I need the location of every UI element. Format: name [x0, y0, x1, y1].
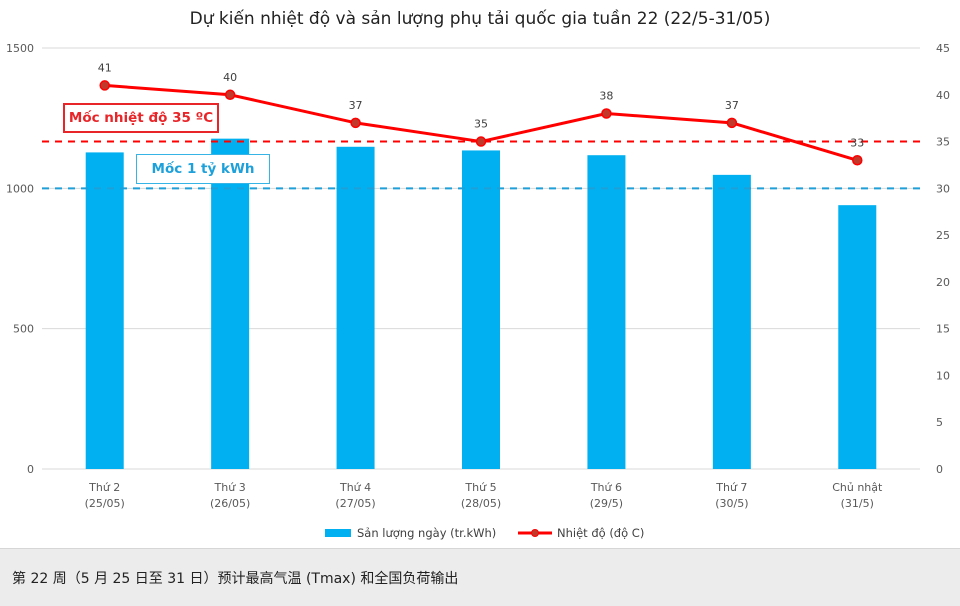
right-axis-tick: 45 [936, 42, 950, 55]
temperature-data-label: 40 [223, 71, 237, 84]
temperature-point [99, 80, 110, 91]
temperature-point [852, 155, 863, 166]
legend: Sản lượng ngày (tr.kWh) Nhiệt độ (độ C) [325, 526, 644, 540]
temperature-data-label: 37 [349, 99, 363, 112]
x-tick-label: Thứ 6 [590, 481, 622, 494]
bar [462, 150, 500, 469]
x-tick-label: Thứ 7 [715, 481, 747, 494]
right-axis-tick: 40 [936, 89, 950, 102]
x-tick-sublabel: (26/05) [210, 497, 250, 510]
temperature-point [224, 89, 236, 101]
bar [85, 152, 124, 469]
axes: 0 500 1000 1500 0 5 10 15 20 25 30 35 40 45 Thứ 2 (25/0… [6, 42, 950, 510]
caption-text: 第 22 周（5 月 25 日至 31 日）预计最高气温 (Tmax) 和全国负… [12, 570, 459, 587]
temperature-point [350, 117, 361, 129]
x-tick-sublabel: (29/5) [590, 497, 623, 510]
right-axis-tick: 15 [936, 323, 950, 336]
x-tick-label: Chủ nhật [832, 481, 883, 494]
legend-bar-label: Sản lượng ngày (tr.kWh) [357, 526, 496, 540]
bar [211, 138, 250, 469]
right-axis-tick: 0 [936, 463, 943, 476]
right-axis-tick: 25 [936, 229, 950, 242]
temperature-data-label: 33 [850, 136, 864, 149]
legend-line-marker [531, 529, 539, 537]
energy-threshold-label: Mốc 1 tỷ kWh [136, 154, 270, 184]
bar [838, 205, 877, 469]
bar [712, 174, 751, 469]
right-axis-tick: 20 [936, 276, 950, 289]
line-series: 41 40 37 35 38 37 33 [98, 61, 864, 166]
chart-title: Dự kiến nhiệt độ và sản lượng phụ tải qu… [190, 8, 771, 29]
temperature-data-label: 41 [98, 61, 112, 74]
temperature-point [601, 108, 612, 119]
temperature-point [475, 136, 487, 147]
right-axis-tick: 5 [936, 416, 943, 429]
temperature-data-label: 37 [725, 99, 739, 112]
reference-lines [42, 140, 920, 190]
temperature-data-label: 38 [599, 89, 613, 102]
x-tick-sublabel: (27/05) [335, 497, 375, 510]
x-tick-label: Thứ 4 [339, 481, 371, 494]
legend-line-label: Nhiệt độ (độ C) [557, 526, 644, 540]
x-tick-sublabel: (31/5) [841, 497, 874, 510]
x-tick-sublabel: (25/05) [85, 497, 125, 510]
left-axis-tick: 1000 [6, 182, 34, 195]
left-axis-tick: 1500 [6, 42, 34, 55]
bar [587, 155, 626, 469]
temperature-threshold-label: Mốc nhiệt độ 35 ºC [63, 103, 219, 133]
x-tick-sublabel: (28/05) [461, 497, 501, 510]
left-axis-tick: 500 [13, 323, 34, 336]
temperature-data-label: 35 [474, 118, 488, 131]
figure-caption: 第 22 周（5 月 25 日至 31 日）预计最高气温 (Tmax) 和全国负… [0, 548, 960, 606]
right-axis-tick: 30 [936, 182, 950, 195]
x-tick-label: Thứ 2 [88, 481, 120, 494]
x-tick-sublabel: (30/5) [715, 497, 748, 510]
x-tick-label: Thứ 5 [464, 481, 496, 494]
x-tick-label: Thứ 3 [214, 481, 246, 494]
right-axis-tick: 35 [936, 136, 950, 149]
left-axis-tick: 0 [27, 463, 34, 476]
combo-chart: Dự kiến nhiệt độ và sản lượng phụ tải qu… [6, 8, 950, 540]
chart-area: Dự kiến nhiệt độ và sản lượng phụ tải qu… [6, 8, 950, 540]
bar [336, 146, 375, 469]
legend-bar-swatch [325, 529, 351, 537]
temperature-point [726, 117, 738, 129]
bar-series [85, 138, 877, 469]
right-axis-tick: 10 [936, 369, 950, 382]
